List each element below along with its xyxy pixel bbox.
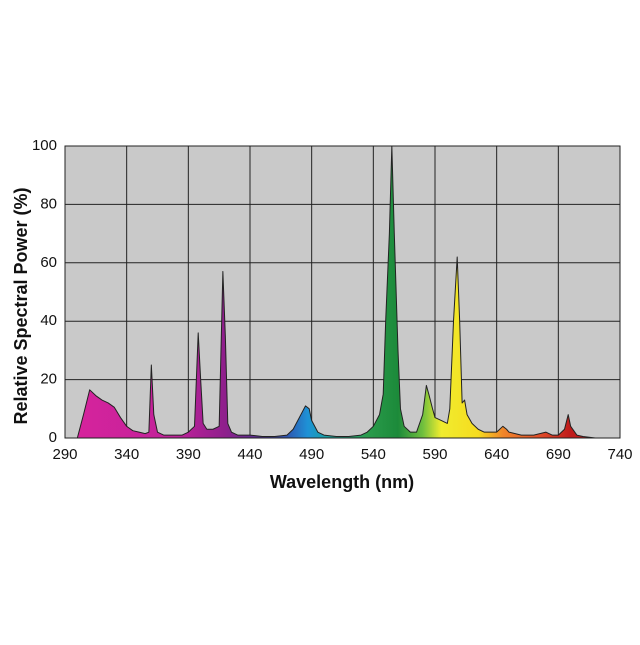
x-tick-label: 690 (546, 446, 571, 463)
plot-border (64, 145, 621, 439)
y-tick-label: 100 (32, 137, 57, 154)
plot-background (65, 146, 620, 438)
x-tick-label: 340 (114, 446, 139, 463)
y-tick-label: 80 (40, 195, 57, 212)
y-axis-label: Relative Spectral Power (%) (11, 187, 31, 424)
y-tick-label: 40 (40, 312, 57, 329)
x-tick-label: 590 (422, 446, 447, 463)
x-tick-label: 290 (52, 446, 77, 463)
x-axis-label: Wavelength (nm) (270, 472, 414, 492)
x-tick-label: 540 (361, 446, 386, 463)
spectrum-area (76, 145, 621, 439)
y-tick-label: 0 (49, 429, 57, 446)
x-tick-label: 640 (484, 446, 509, 463)
y-tick-label: 20 (40, 371, 57, 388)
y-tick-label: 60 (40, 254, 57, 271)
x-tick-label: 440 (237, 446, 262, 463)
x-tick-label: 740 (607, 446, 632, 463)
x-tick-label: 390 (176, 446, 201, 463)
x-tick-label: 490 (299, 446, 324, 463)
